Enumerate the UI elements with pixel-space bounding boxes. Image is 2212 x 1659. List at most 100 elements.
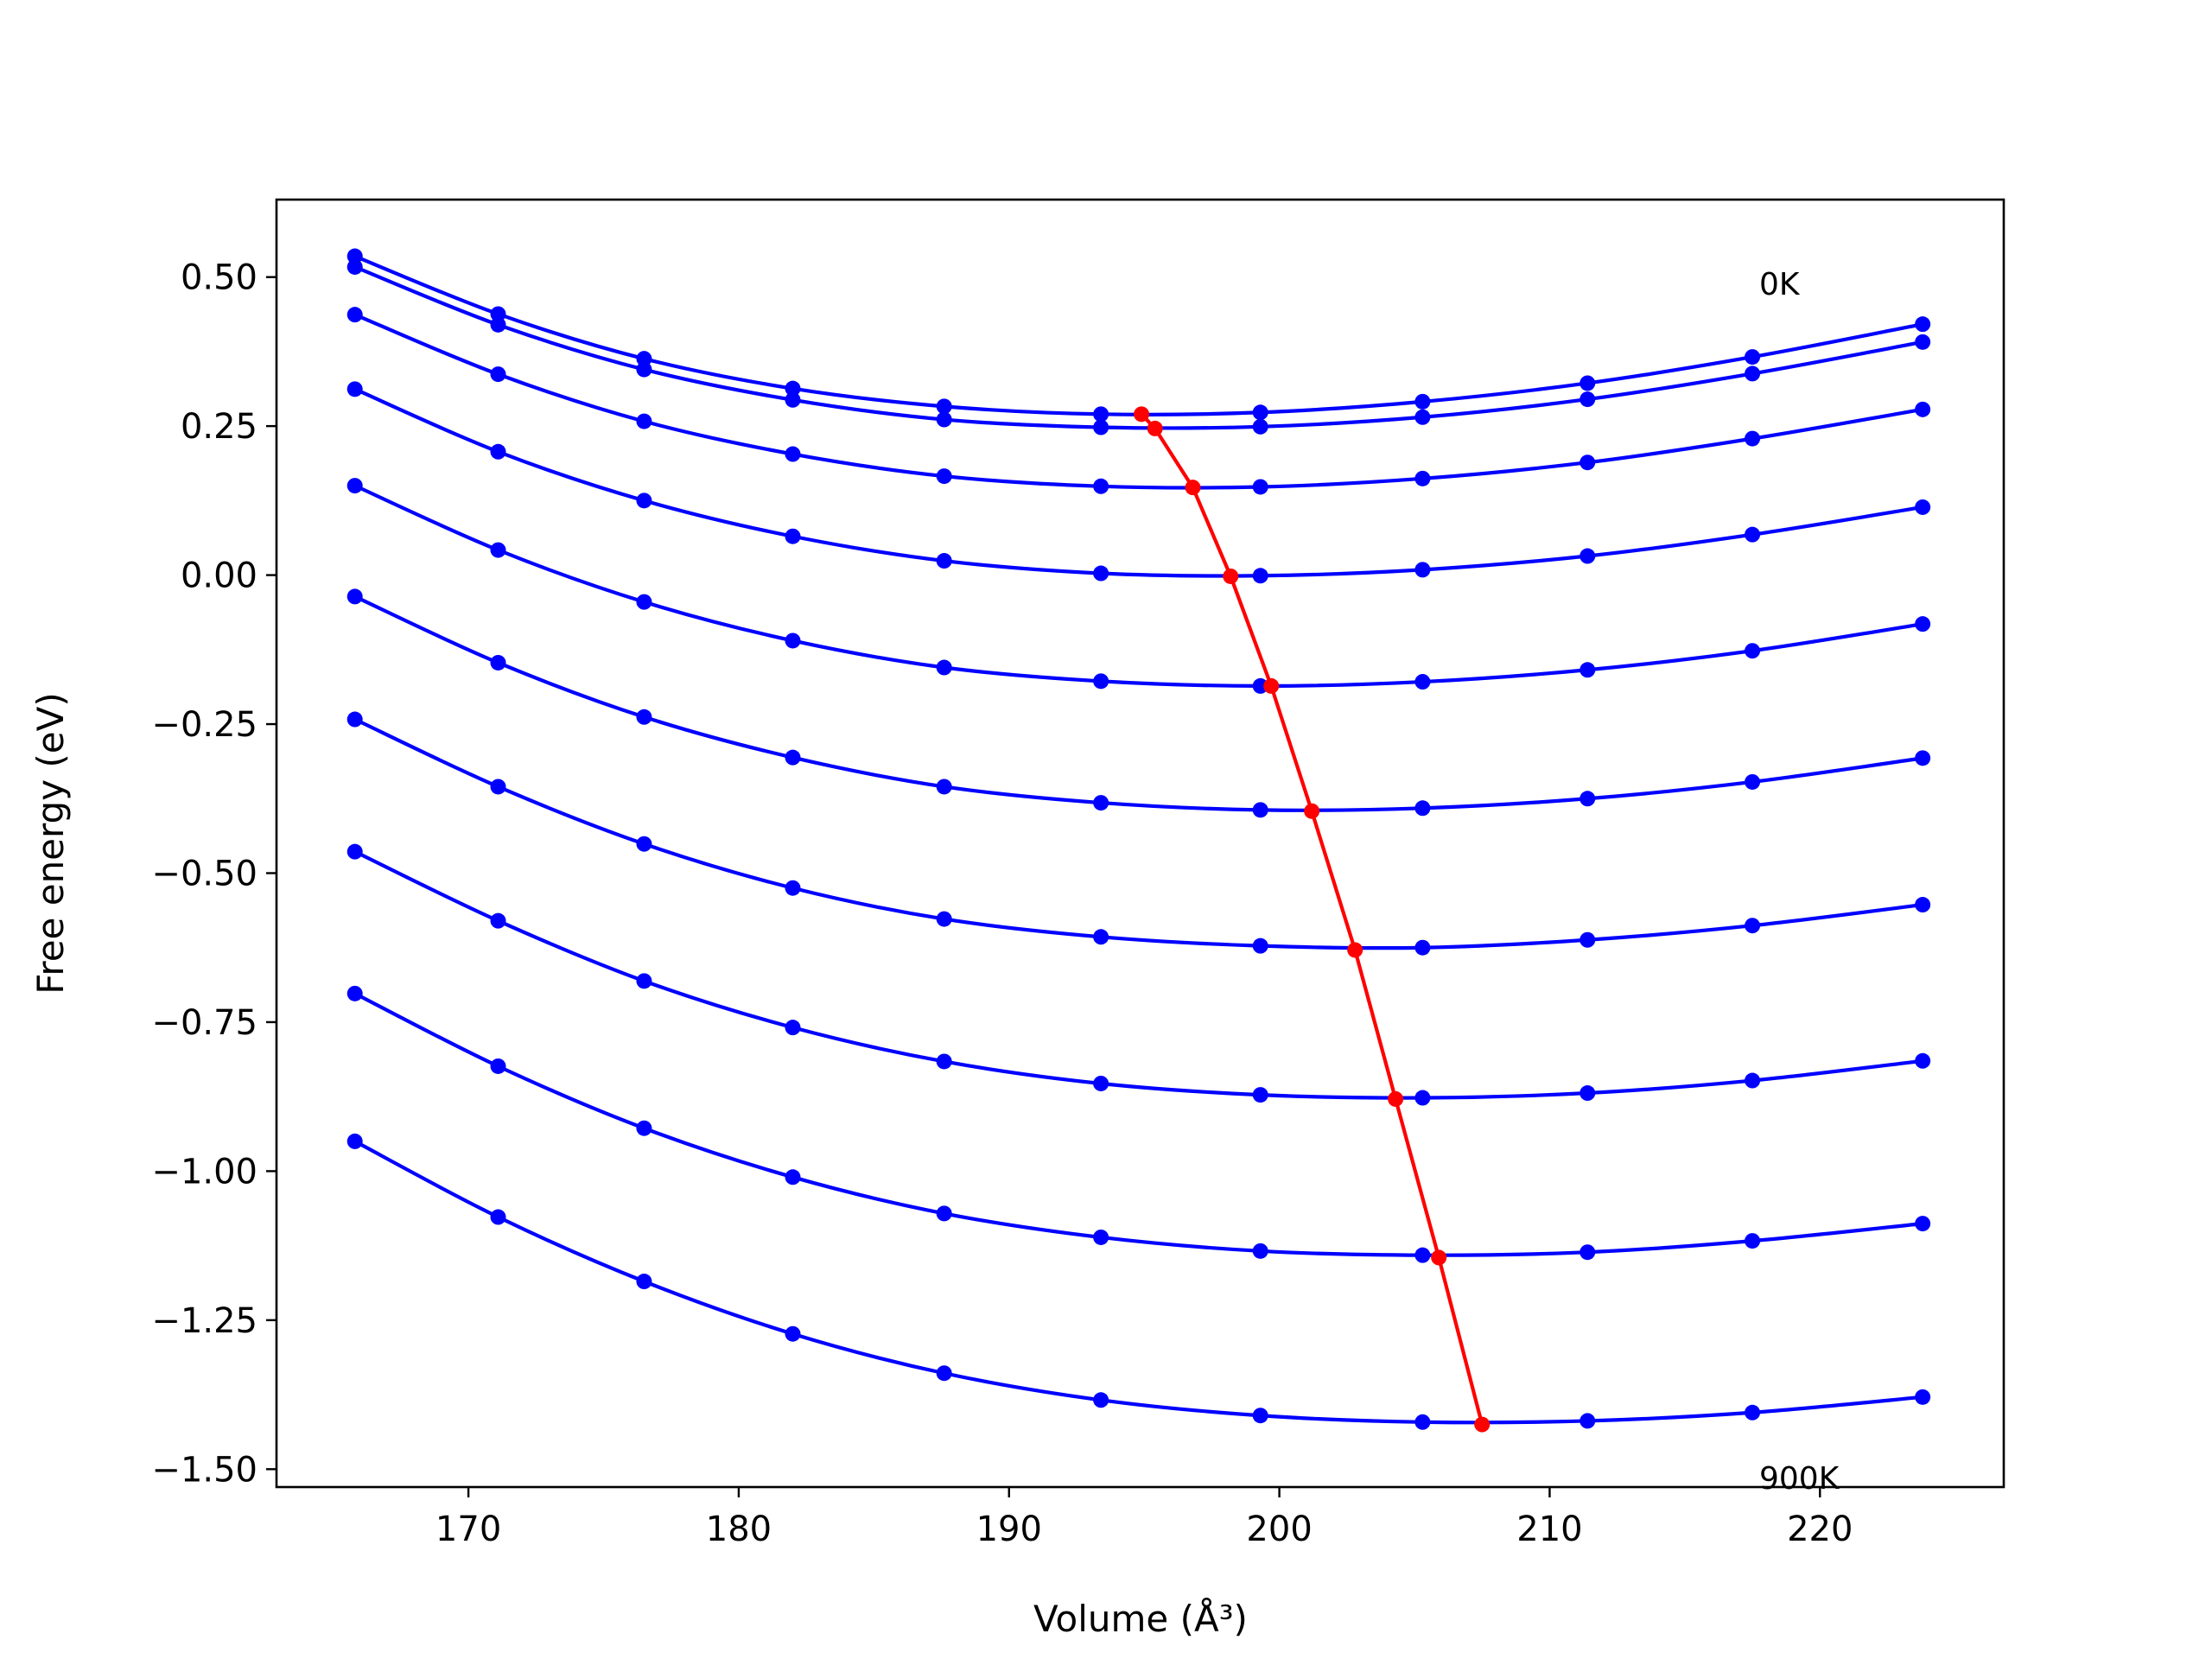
y-axis-label: Free energy (eV) [29,692,72,995]
x-tick-label: 200 [1246,1510,1312,1549]
series-point [636,1274,652,1290]
annotation-0k: 0K [1759,267,1801,302]
series-point [1414,409,1431,425]
series-point [1915,334,1931,350]
series-point [1580,548,1596,564]
series-point [1745,365,1761,382]
series-point [785,749,801,766]
series-point [1580,1244,1596,1261]
series-point [1093,795,1109,811]
series-point [785,391,801,408]
series-point [636,1120,652,1136]
series-point [1580,1413,1596,1429]
series-point [1093,1075,1109,1091]
series-point [1252,938,1268,954]
series-point [1252,1087,1268,1103]
minima-path [1134,406,1491,1433]
series-point [1252,404,1268,421]
series-point [1252,1408,1268,1424]
series-point [346,985,363,1001]
series-point [1915,499,1931,515]
y-tick-label: −1.25 [151,1301,257,1341]
series-point [346,478,363,494]
y-tick-label: −0.75 [151,1003,257,1043]
series-point [936,398,952,415]
series-point [1252,1243,1268,1259]
series-point [785,528,801,544]
series-point [1414,562,1431,578]
minima-point [1431,1249,1447,1266]
free-energy-curves [346,248,1931,1430]
series-point [636,413,652,429]
minima-point [1388,1090,1404,1107]
series-point [785,1325,801,1342]
y-tick-label: 0.50 [181,258,257,298]
series-point [936,553,952,569]
series-point [1745,918,1761,934]
series-point [1745,1404,1761,1421]
x-tick-label: 190 [976,1510,1042,1549]
series-point [1915,1052,1931,1069]
series-point [936,779,952,795]
minima-point [1185,480,1201,496]
series-point [1745,773,1761,790]
series-point [1745,349,1761,365]
minima-point [1147,420,1163,436]
x-axis-ticks: 170 180 190 200 210 220 [435,1487,1853,1549]
minima-point [1347,942,1363,958]
minima-point [1263,677,1280,694]
x-tick-label: 180 [706,1510,772,1549]
series-point [936,659,952,676]
series-point [1252,568,1268,584]
series-point [1414,1090,1431,1106]
y-tick-label: −1.00 [151,1152,257,1192]
series-point [346,381,363,397]
y-tick-label: −0.25 [151,705,257,745]
series-point [1252,479,1268,495]
series-point [785,446,801,462]
series-point [1580,375,1596,391]
series-point [1915,316,1931,333]
x-tick-label: 210 [1516,1510,1582,1549]
series-point [1252,418,1268,435]
series-point [636,973,652,989]
series-point [936,911,952,927]
series-point [1252,802,1268,818]
series-point [1580,454,1596,471]
series-point [1915,750,1931,766]
series-point [1915,401,1931,417]
series-point [346,307,363,323]
x-tick-label: 220 [1787,1510,1853,1549]
series-point [1252,677,1268,694]
series-point [490,779,506,795]
minima-point [1223,568,1239,584]
series-point [1093,565,1109,582]
series-point [1915,1216,1931,1232]
series-point [1580,391,1596,408]
series-point [785,380,801,397]
series-point [1093,929,1109,945]
y-tick-label: 0.00 [181,556,257,596]
series-point [1745,526,1761,543]
series-point [490,1058,506,1074]
x-axis-label: Volume (Å³) [1033,1597,1248,1640]
y-axis-ticks: 0.50 0.25 0.00 −0.25 −0.50 −0.75 −1.00 −1.25 −1.… [151,258,276,1490]
series-point [346,711,363,728]
minima-point [1474,1416,1491,1433]
series-point [1580,662,1596,678]
series-point [490,542,506,558]
series-point [1093,1229,1109,1245]
series-point [490,366,506,383]
series-point [1915,1389,1931,1405]
series-point [1414,939,1431,956]
series-point [1093,406,1109,423]
series-point [636,836,652,852]
series-point [346,258,363,275]
y-tick-label: 0.25 [181,407,257,447]
series-point [785,1169,801,1185]
series-point [1580,1085,1596,1102]
minima-point [1134,406,1150,423]
series-point [1093,673,1109,690]
